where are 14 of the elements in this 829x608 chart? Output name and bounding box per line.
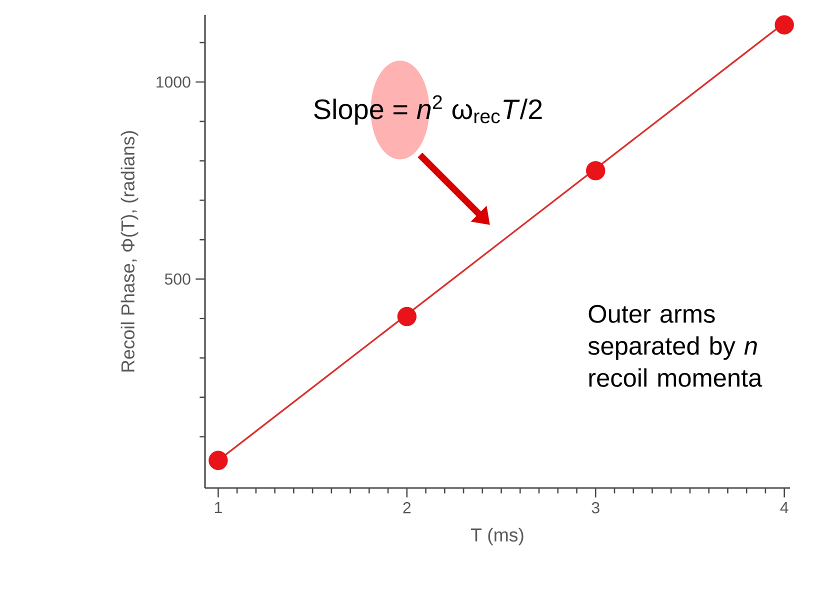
- x-axis-title: T (ms): [470, 528, 524, 546]
- annotation: Outer arms separated by n recoil momenta: [588, 304, 762, 387]
- annotation: Slope = n$^{2}$ ω$_{rec}$T/2: [314, 95, 542, 125]
- point: [397, 306, 417, 326]
- x-tick-label: 3: [592, 502, 600, 514]
- y-axis-title: Recoil Phase, Φ(T), (radians): [120, 131, 138, 372]
- y-tick-label: 1000: [156, 76, 190, 88]
- y-tick-label: 500: [164, 273, 190, 285]
- point: [586, 161, 606, 180]
- x-tick-label: 2: [403, 502, 411, 514]
- point: [774, 15, 794, 34]
- x-tick-label: 4: [780, 502, 788, 514]
- x-tick-label: 1: [214, 502, 222, 514]
- point: [208, 450, 228, 470]
